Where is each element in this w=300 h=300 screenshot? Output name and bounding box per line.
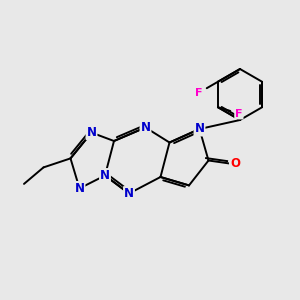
Text: F: F	[235, 109, 243, 118]
Text: N: N	[74, 182, 85, 195]
Text: N: N	[140, 121, 151, 134]
Text: N: N	[100, 169, 110, 182]
Text: F: F	[195, 88, 203, 98]
Text: O: O	[230, 157, 240, 170]
Text: N: N	[124, 187, 134, 200]
Text: N: N	[86, 126, 97, 139]
Text: N: N	[194, 122, 205, 136]
